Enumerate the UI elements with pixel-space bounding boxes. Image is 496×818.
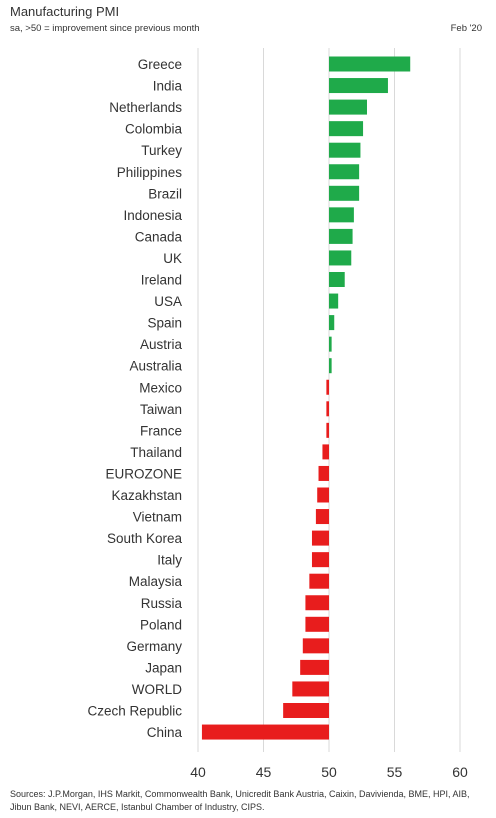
- pmi-bar-chart: Greece India Netherlands Colombia Turkey Phil…: [87, 48, 468, 780]
- category-label: South Korea: [107, 531, 183, 546]
- category-label: Italy: [157, 553, 182, 568]
- category-label: EUROZONE: [105, 466, 182, 481]
- bar: [326, 422, 329, 438]
- bar: [329, 293, 339, 309]
- category-label: Russia: [141, 596, 183, 611]
- category-label: Vietnam: [133, 510, 182, 525]
- bar: [329, 336, 332, 352]
- category-label: Ireland: [141, 273, 182, 288]
- category-label: Taiwan: [140, 402, 182, 417]
- bar: [329, 78, 388, 94]
- bar: [329, 228, 353, 244]
- chart-title: Manufacturing PMI: [10, 4, 120, 19]
- bar: [201, 724, 329, 740]
- bar: [322, 444, 329, 460]
- bar: [302, 638, 329, 654]
- chart-subtitle: sa, >50 = improvement since previous mon…: [10, 23, 200, 34]
- bar: [329, 142, 361, 158]
- bar: [311, 552, 329, 568]
- category-label: Indonesia: [123, 208, 182, 223]
- category-label: France: [140, 423, 182, 438]
- category-label: UK: [163, 251, 182, 266]
- chart-date: Feb '20: [450, 23, 482, 34]
- category-label: India: [153, 79, 183, 94]
- bar: [300, 659, 329, 675]
- category-label: Malaysia: [129, 574, 183, 589]
- sources-footnote: Sources: J.P.Morgan, IHS Markit, Commonw…: [10, 789, 470, 812]
- category-label: Turkey: [141, 143, 182, 158]
- category-label: Poland: [140, 617, 182, 632]
- bar: [305, 595, 329, 611]
- bar: [315, 509, 329, 525]
- bar: [326, 379, 329, 395]
- x-tick-label: 60: [452, 764, 468, 780]
- bar: [329, 185, 360, 201]
- category-label: USA: [154, 294, 182, 309]
- bar: [305, 616, 329, 632]
- x-tick-label: 45: [256, 764, 272, 780]
- bar: [329, 121, 364, 137]
- category-label: Germany: [126, 639, 182, 654]
- category-label: Philippines: [117, 165, 183, 180]
- bar: [317, 487, 329, 503]
- bar: [329, 250, 352, 266]
- x-tick-label: 55: [387, 764, 403, 780]
- bar: [329, 164, 360, 180]
- category-label: Australia: [129, 359, 182, 374]
- category-label: Colombia: [125, 122, 183, 137]
- bar: [329, 99, 367, 115]
- bar: [329, 358, 332, 374]
- category-label: Thailand: [130, 445, 182, 460]
- category-label: Japan: [145, 660, 182, 675]
- category-label: WORLD: [132, 682, 183, 697]
- bar: [283, 703, 329, 718]
- category-label: China: [147, 725, 183, 740]
- category-label: Canada: [135, 229, 183, 244]
- category-label: Brazil: [148, 186, 182, 201]
- bar: [329, 315, 335, 331]
- bar: [292, 681, 329, 697]
- category-label: Czech Republic: [87, 704, 182, 719]
- bar: [311, 530, 329, 546]
- bar: [329, 207, 354, 223]
- category-label: Spain: [147, 316, 182, 331]
- bar: [329, 272, 345, 287]
- category-label: Netherlands: [109, 100, 182, 115]
- category-label: Kazakhstan: [111, 488, 182, 503]
- x-tick-label: 50: [321, 764, 337, 780]
- bar: [309, 573, 329, 589]
- bar: [318, 465, 329, 481]
- category-label: Greece: [138, 57, 182, 72]
- bar: [326, 401, 329, 417]
- bar: [329, 56, 411, 72]
- category-label: Austria: [140, 337, 183, 352]
- x-tick-label: 40: [190, 764, 206, 780]
- category-label: Mexico: [139, 380, 182, 395]
